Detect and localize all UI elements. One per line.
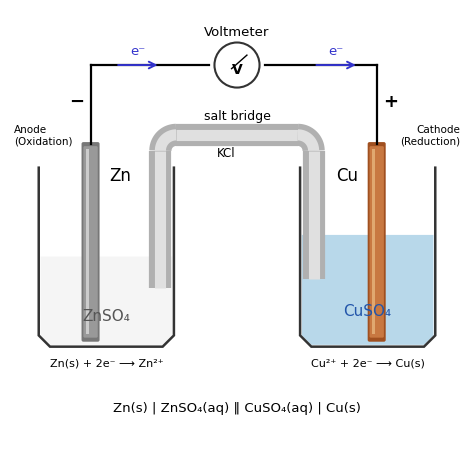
Text: salt bridge: salt bridge (203, 110, 271, 123)
Text: CuSO₄: CuSO₄ (344, 304, 392, 318)
FancyBboxPatch shape (368, 143, 386, 342)
PathPatch shape (302, 235, 433, 345)
Text: +: + (383, 93, 398, 111)
Text: Zn(s) + 2e⁻ ⟶ Zn²⁺: Zn(s) + 2e⁻ ⟶ Zn²⁺ (49, 358, 163, 368)
Text: e⁻: e⁻ (130, 45, 146, 58)
Text: ZnSO₄: ZnSO₄ (82, 308, 130, 323)
Text: KCl: KCl (217, 146, 235, 159)
FancyBboxPatch shape (83, 147, 98, 338)
Text: Voltmeter: Voltmeter (204, 26, 270, 39)
Bar (372, 150, 375, 335)
Text: Cu: Cu (336, 167, 358, 185)
Text: Cathode
(Reduction): Cathode (Reduction) (400, 125, 460, 147)
Text: −: − (70, 93, 84, 111)
Text: Cu²⁺ + 2e⁻ ⟶ Cu(s): Cu²⁺ + 2e⁻ ⟶ Cu(s) (311, 358, 425, 368)
Text: Zn(s) | ZnSO₄(aq) ‖ CuSO₄(aq) | Cu(s): Zn(s) | ZnSO₄(aq) ‖ CuSO₄(aq) | Cu(s) (113, 401, 361, 414)
Text: Zn: Zn (109, 167, 131, 185)
Text: V: V (232, 63, 242, 77)
PathPatch shape (41, 257, 172, 345)
Circle shape (214, 43, 260, 88)
FancyBboxPatch shape (82, 143, 100, 342)
FancyBboxPatch shape (369, 147, 384, 338)
Text: e⁻: e⁻ (328, 45, 344, 58)
Text: Anode
(Oxidation): Anode (Oxidation) (14, 125, 73, 147)
Bar (86, 150, 89, 335)
